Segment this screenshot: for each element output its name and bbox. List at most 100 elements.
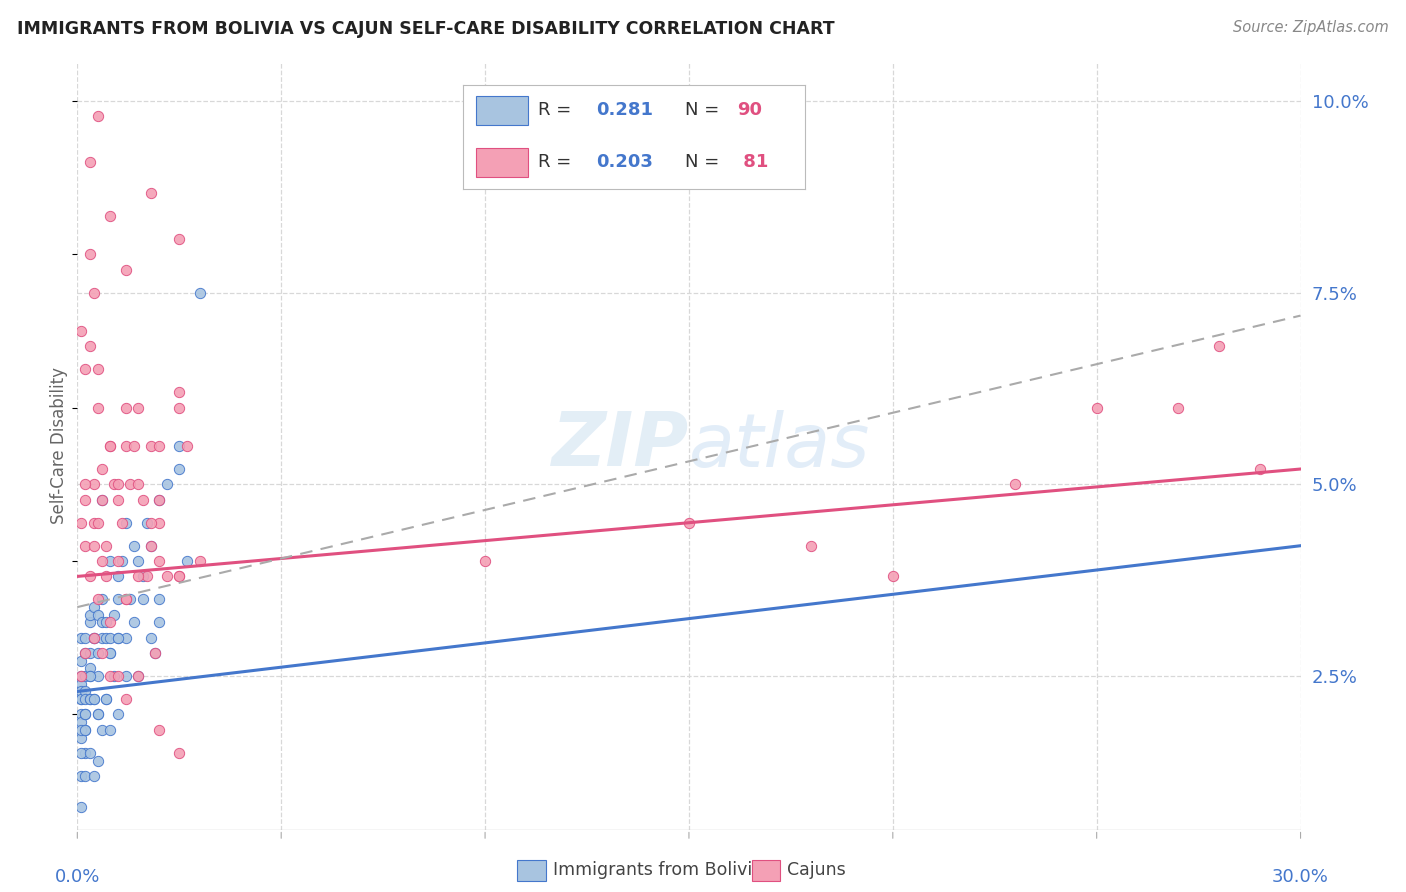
Point [127, 669, 149, 683]
Point [139, 186, 162, 200]
Point [115, 516, 138, 530]
Point [148, 615, 170, 630]
Point [75, 646, 97, 660]
Point [139, 439, 162, 453]
Point [148, 516, 170, 530]
Point [75, 707, 97, 722]
Point [127, 554, 149, 568]
Point [70, 723, 93, 737]
Point [148, 439, 170, 453]
Point [70, 769, 93, 783]
Point [75, 723, 97, 737]
Point [98, 439, 121, 453]
Point [148, 492, 170, 507]
Point [107, 631, 129, 645]
Point [188, 285, 211, 300]
Point [83, 600, 105, 615]
Point [139, 631, 162, 645]
Point [1249, 462, 1271, 476]
Point [127, 669, 149, 683]
Point [79, 607, 101, 622]
Point [1208, 339, 1230, 353]
Point [87, 707, 110, 722]
Point [115, 592, 138, 607]
Point [98, 631, 121, 645]
Point [127, 569, 149, 583]
Point [98, 439, 121, 453]
Point [87, 592, 110, 607]
Point [1004, 477, 1026, 491]
Point [83, 769, 105, 783]
Point [139, 539, 162, 553]
Text: Cajuns: Cajuns [787, 861, 846, 879]
Point [83, 631, 105, 645]
Point [75, 669, 97, 683]
Point [75, 631, 97, 645]
Point [79, 669, 101, 683]
Point [94, 631, 117, 645]
Point [127, 477, 149, 491]
Point [70, 669, 93, 683]
Point [75, 477, 97, 491]
Point [83, 539, 105, 553]
Point [98, 669, 121, 683]
Point [83, 692, 105, 706]
Y-axis label: Self-Care Disability: Self-Care Disability [49, 368, 67, 524]
Text: IMMIGRANTS FROM BOLIVIA VS CAJUN SELF-CARE DISABILITY CORRELATION CHART: IMMIGRANTS FROM BOLIVIA VS CAJUN SELF-CA… [17, 20, 835, 37]
Point [79, 155, 101, 169]
Point [70, 324, 93, 338]
Point [87, 707, 110, 722]
Point [79, 661, 101, 675]
Point [169, 569, 191, 583]
Point [70, 707, 93, 722]
Point [169, 746, 191, 760]
Point [107, 592, 129, 607]
Point [143, 646, 166, 660]
Point [882, 569, 904, 583]
Point [143, 646, 166, 660]
Point [188, 554, 211, 568]
Point [75, 492, 97, 507]
Point [1085, 401, 1108, 415]
Point [70, 669, 93, 683]
Point [70, 631, 93, 645]
Point [75, 746, 97, 760]
Point [115, 631, 138, 645]
Point [103, 669, 125, 683]
Point [169, 569, 191, 583]
Point [75, 646, 97, 660]
Point [90, 615, 112, 630]
Point [107, 631, 129, 645]
Point [70, 516, 93, 530]
Point [107, 554, 129, 568]
Point [107, 669, 129, 683]
Point [169, 401, 191, 415]
Point [75, 769, 97, 783]
Point [79, 692, 101, 706]
Point [107, 569, 129, 583]
Point [70, 746, 93, 760]
Point [79, 746, 101, 760]
Point [131, 592, 153, 607]
Point [115, 262, 138, 277]
Point [87, 754, 110, 768]
Point [148, 554, 170, 568]
Point [107, 492, 129, 507]
Point [83, 477, 105, 491]
Point [120, 592, 142, 607]
Point [127, 401, 149, 415]
Point [79, 615, 101, 630]
Point [83, 285, 105, 300]
Point [107, 707, 129, 722]
Point [474, 554, 496, 568]
Point [169, 439, 191, 453]
Point [111, 554, 134, 568]
Point [111, 516, 134, 530]
Point [98, 209, 121, 223]
Point [87, 669, 110, 683]
Point [169, 232, 191, 246]
Point [124, 539, 146, 553]
Point [75, 362, 97, 376]
Point [87, 401, 110, 415]
Point [75, 684, 97, 698]
